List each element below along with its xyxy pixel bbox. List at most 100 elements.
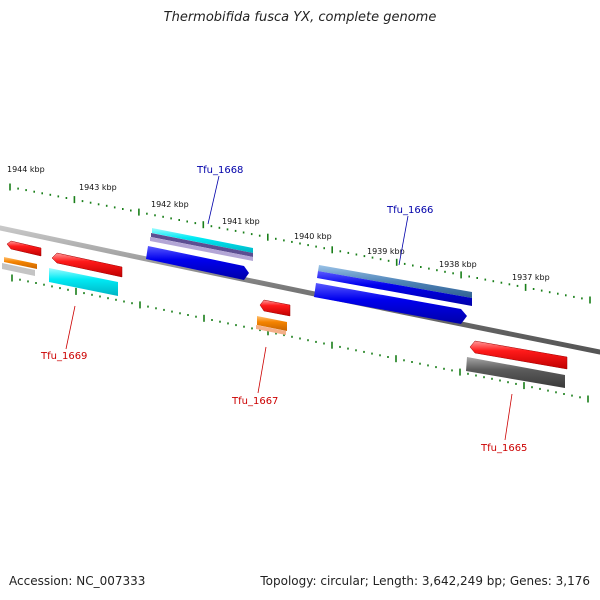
- top-track-minor-tick: [532, 288, 535, 290]
- feature-cyan-tfu1668[interactable]: [152, 228, 253, 253]
- feature-tfu1668-group[interactable]: Tfu_1668: [146, 165, 253, 280]
- bottom-track-minor-tick: [299, 337, 301, 340]
- gene-label-tfu1667[interactable]: Tfu_1667: [231, 396, 278, 407]
- feature-salmon-tfu1667[interactable]: [256, 325, 286, 335]
- bottom-track-minor-tick: [283, 334, 285, 337]
- top-track-minor-tick: [162, 215, 164, 218]
- feature-lavender-tfu1668[interactable]: [150, 237, 253, 261]
- top-track-minor-tick: [452, 272, 454, 275]
- top-track-major-tick: [460, 271, 462, 279]
- bottom-track-minor-tick: [179, 312, 181, 315]
- top-track-minor-tick: [242, 231, 245, 234]
- top-track-minor-tick: [89, 201, 92, 204]
- top-track-minor-tick: [283, 239, 285, 242]
- bottom-track-minor-tick: [27, 280, 29, 283]
- bottom-track-major-tick: [267, 328, 269, 336]
- bottom-track-minor-tick: [379, 354, 381, 357]
- feature-silver-left[interactable]: [2, 263, 35, 276]
- top-track-minor-tick: [379, 258, 382, 261]
- bottom-track-minor-tick: [235, 324, 237, 327]
- bottom-track-minor-tick: [483, 376, 485, 379]
- top-track-minor-tick: [122, 208, 124, 210]
- feature-tfu1669-group[interactable]: Tfu_1669: [2, 240, 123, 362]
- kbp-label-1939: 1939 kbp: [367, 247, 405, 256]
- top-track-minor-tick: [581, 297, 583, 300]
- top-track-minor-tick: [492, 280, 495, 283]
- bottom-track-minor-tick: [251, 327, 253, 330]
- kbp-label-1944: 1944 kbp: [7, 165, 45, 174]
- bottom-track-minor-tick: [435, 366, 437, 369]
- bottom-track-minor-tick: [211, 319, 213, 321]
- top-track-minor-tick: [258, 234, 261, 237]
- bottom-track-minor-tick: [187, 314, 189, 316]
- top-track-minor-tick: [315, 245, 317, 248]
- bottom-track-minor-tick: [291, 335, 293, 338]
- feature-orange-left[interactable]: [4, 257, 37, 269]
- bottom-track-minor-tick: [499, 379, 501, 382]
- top-track-minor-tick: [250, 233, 253, 236]
- top-track-minor-tick: [323, 247, 325, 250]
- feature-orange-tfu1667[interactable]: [257, 316, 287, 331]
- feature-red-tfu1665[interactable]: [469, 340, 568, 370]
- bottom-track-minor-tick: [411, 361, 413, 363]
- bottom-track-major-tick: [331, 341, 333, 349]
- bottom-track-minor-tick: [443, 367, 445, 370]
- top-track-minor-tick: [17, 187, 19, 190]
- feature-purple-tfu1668[interactable]: [151, 233, 253, 257]
- top-track-minor-tick: [371, 256, 374, 259]
- top-track-minor-tick: [428, 267, 430, 270]
- bottom-track-minor-tick: [227, 322, 229, 325]
- leader-tfu1667: [257, 346, 267, 394]
- feature-steel-tfu1666[interactable]: [318, 265, 472, 298]
- bottom-track-minor-tick: [67, 288, 69, 291]
- topology-info: Topology: circular; Length: 3,642,249 bp…: [260, 574, 590, 588]
- top-track-minor-tick: [540, 289, 543, 292]
- top-track-minor-tick: [548, 291, 551, 294]
- bottom-track-minor-tick: [91, 293, 93, 296]
- feature-red-tfu1667[interactable]: [259, 299, 291, 317]
- bottom-track-minor-tick: [467, 372, 469, 375]
- tick-track-bottom: [11, 274, 589, 403]
- feature-tfu1666-group[interactable]: Tfu_1666: [314, 205, 472, 324]
- bottom-track-minor-tick: [387, 356, 389, 358]
- bottom-track-minor-tick: [59, 287, 61, 290]
- gene-label-tfu1668[interactable]: Tfu_1668: [196, 165, 243, 176]
- gene-label-tfu1669[interactable]: Tfu_1669: [40, 351, 87, 362]
- bottom-track-minor-tick: [35, 282, 37, 284]
- bottom-track-major-tick: [523, 382, 525, 390]
- bottom-track-minor-tick: [163, 308, 165, 311]
- feature-cyan-tfu1669[interactable]: [49, 268, 118, 296]
- feature-red-large-left[interactable]: [51, 252, 123, 278]
- feature-grey-tfu1665[interactable]: [466, 357, 565, 388]
- top-track-minor-tick: [444, 270, 446, 273]
- top-track-minor-tick: [113, 206, 116, 209]
- top-track-minor-tick: [573, 295, 575, 298]
- feature-tfu1665-group[interactable]: Tfu_1665: [466, 340, 568, 454]
- bottom-track-minor-tick: [419, 362, 421, 365]
- map-title: Thermobifida fusca YX, complete genome: [163, 10, 437, 25]
- bottom-track-minor-tick: [115, 298, 117, 301]
- kbp-label-1943: 1943 kbp: [79, 183, 117, 192]
- top-track-minor-tick: [234, 229, 237, 232]
- gene-label-tfu1665[interactable]: Tfu_1665: [480, 443, 527, 454]
- top-track-minor-tick: [41, 192, 43, 195]
- top-track-minor-tick: [468, 275, 470, 278]
- bottom-track-minor-tick: [475, 374, 477, 377]
- gene-label-tfu1666[interactable]: Tfu_1666: [386, 205, 433, 216]
- bottom-track-minor-tick: [43, 283, 45, 286]
- bottom-track-minor-tick: [123, 300, 125, 303]
- top-track-minor-tick: [194, 222, 197, 225]
- top-track-minor-tick: [516, 284, 519, 287]
- feature-blue-arrow-tfu1666[interactable]: [314, 283, 467, 324]
- bottom-track-minor-tick: [507, 381, 509, 384]
- leader-tfu1669: [65, 305, 76, 350]
- bottom-track-major-tick: [11, 274, 13, 282]
- bottom-track-major-tick: [75, 287, 77, 295]
- bottom-track-minor-tick: [171, 310, 173, 313]
- bottom-track-minor-tick: [555, 391, 557, 394]
- feature-tfu1667-group[interactable]: Tfu_1667: [231, 299, 291, 407]
- feature-blue-tfu1666[interactable]: [317, 271, 472, 306]
- feature-blue-arrow-tfu1668[interactable]: [146, 246, 249, 280]
- feature-red-small-left[interactable]: [6, 240, 42, 257]
